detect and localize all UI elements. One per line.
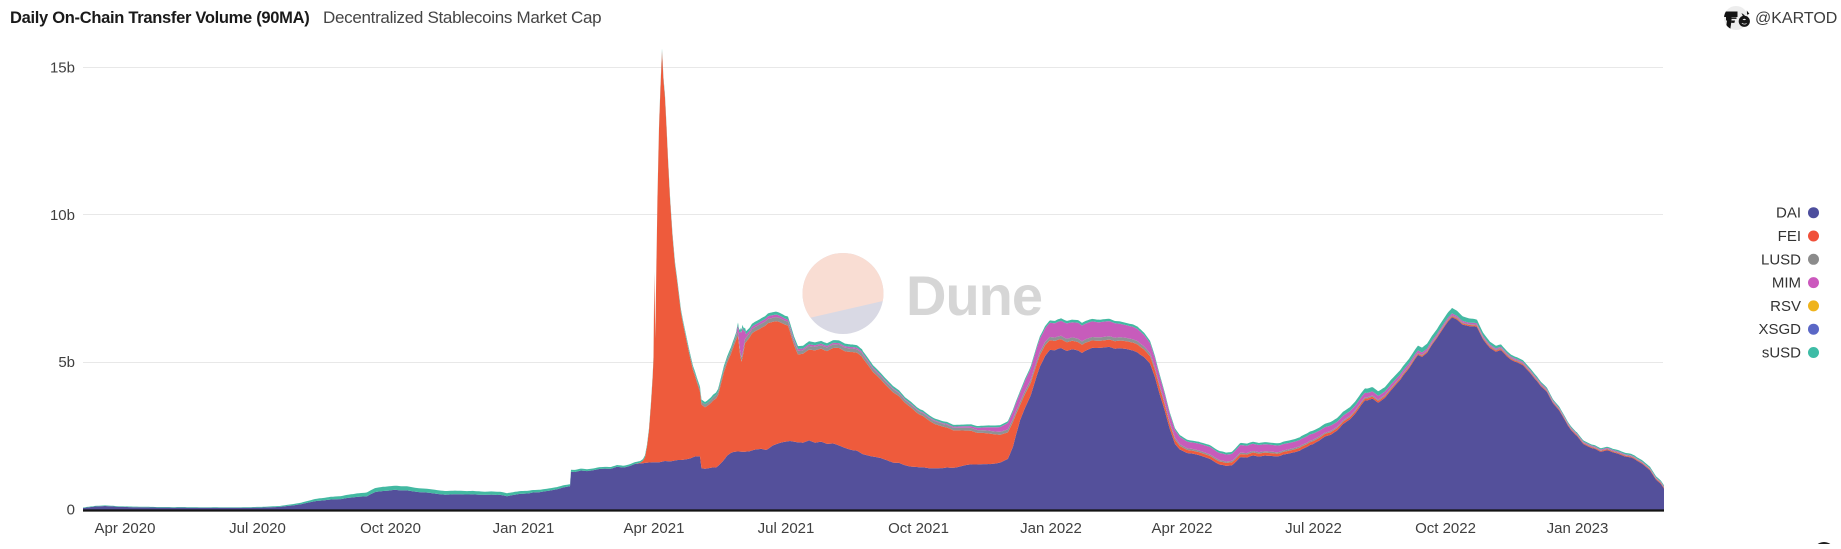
svg-text:Oct 2021: Oct 2021 [888, 520, 949, 537]
svg-text:DAI: DAI [1776, 205, 1801, 222]
svg-text:Daily On-Chain Transfer Volume: Daily On-Chain Transfer Volume (90MA) [10, 9, 309, 27]
svg-text:FEI: FEI [1778, 228, 1801, 245]
svg-text:Dune: Dune [906, 264, 1042, 327]
svg-text:Jul 2021: Jul 2021 [758, 520, 815, 537]
svg-text:5b: 5b [58, 354, 75, 371]
svg-text:sUSD: sUSD [1762, 345, 1801, 362]
svg-text:MIM: MIM [1772, 275, 1801, 292]
svg-text:XSGD: XSGD [1758, 321, 1801, 338]
svg-text:Apr 2020: Apr 2020 [95, 520, 156, 537]
svg-text:RSV: RSV [1770, 298, 1801, 315]
svg-text:Oct 2020: Oct 2020 [360, 520, 421, 537]
svg-text:Jan 2023: Jan 2023 [1547, 520, 1609, 537]
svg-text:Jul 2022: Jul 2022 [1285, 520, 1342, 537]
svg-text:Apr 2021: Apr 2021 [624, 520, 685, 537]
svg-text:Oct 2022: Oct 2022 [1415, 520, 1476, 537]
svg-text:Apr 2022: Apr 2022 [1152, 520, 1213, 537]
svg-text:Jan 2022: Jan 2022 [1020, 520, 1082, 537]
svg-text:LUSD: LUSD [1761, 251, 1801, 268]
svg-text:Jul 2020: Jul 2020 [229, 520, 286, 537]
svg-text:0: 0 [67, 502, 75, 519]
svg-text:Jan 2021: Jan 2021 [493, 520, 555, 537]
svg-text:15b: 15b [50, 60, 75, 77]
svg-text:10b: 10b [50, 207, 75, 224]
svg-text:@KARTOD: @KARTOD [1755, 10, 1837, 27]
svg-text:Decentralized Stablecoins Mark: Decentralized Stablecoins Market Cap [323, 8, 601, 27]
